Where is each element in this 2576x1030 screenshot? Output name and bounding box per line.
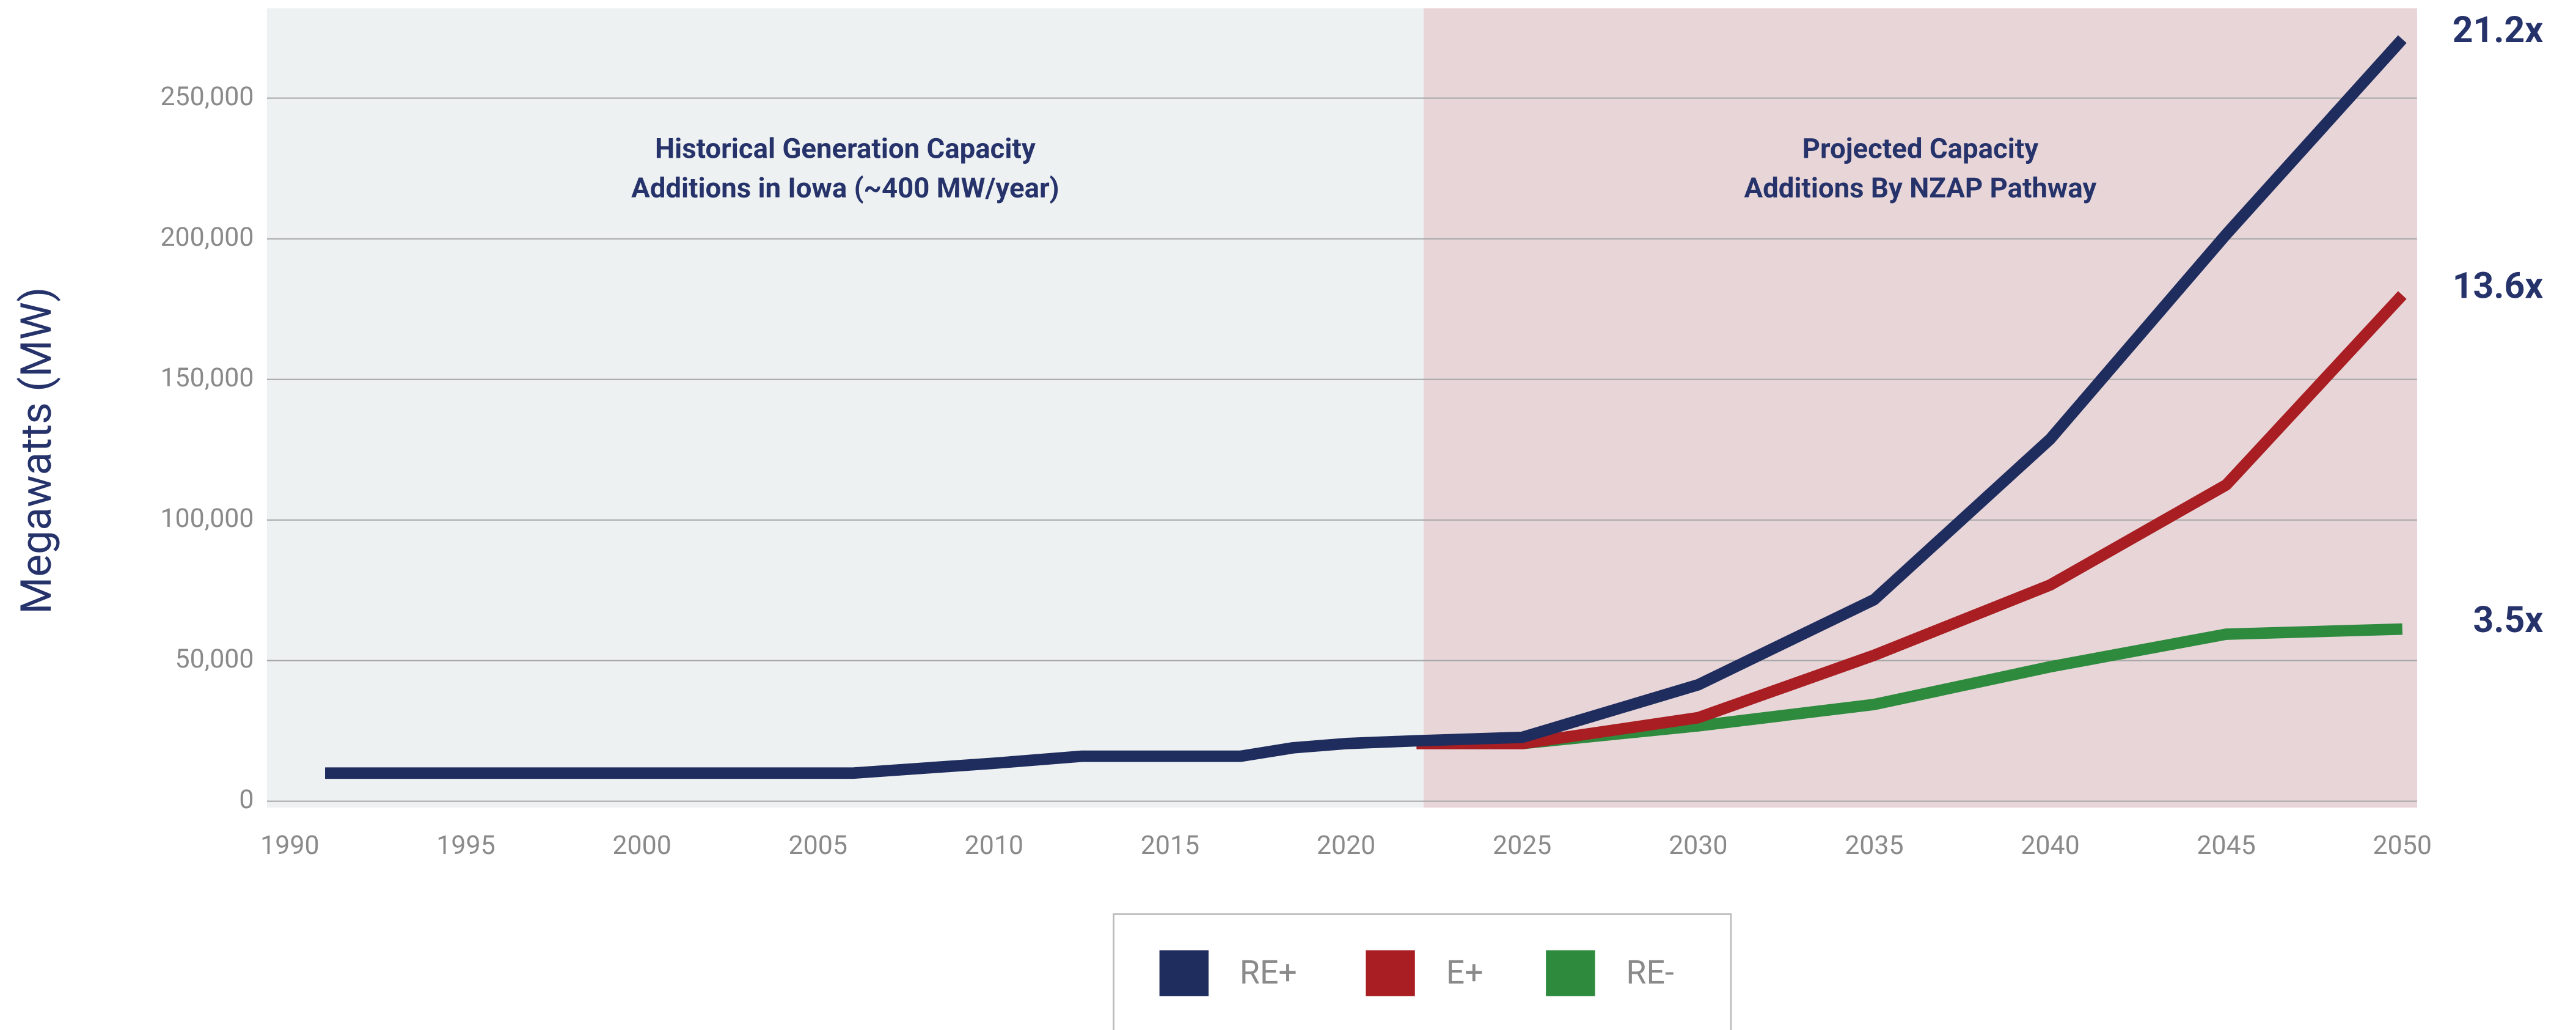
- y-tick-label: 150,000: [160, 362, 254, 393]
- legend-label: E+: [1446, 954, 1484, 992]
- legend-swatch: [1366, 950, 1415, 996]
- x-tick-label: 1990: [260, 830, 319, 861]
- y-axis-label: Megawatts (MW): [12, 287, 62, 614]
- x-tick-label: 2000: [612, 830, 671, 861]
- annotation: Historical Generation Capacity: [655, 133, 1036, 166]
- x-tick-label: 2030: [1669, 830, 1727, 861]
- series-line: [1521, 623, 2403, 749]
- y-tick-label: 100,000: [160, 503, 254, 534]
- y-tick-label: 200,000: [160, 222, 254, 252]
- series-line: [1416, 291, 2407, 749]
- y-tick-label: 50,000: [175, 644, 254, 674]
- legend-label: RE-: [1626, 954, 1674, 992]
- series-line: [325, 35, 2407, 779]
- x-tick-label: 2045: [2197, 830, 2255, 861]
- x-tick-label: 2010: [965, 830, 1023, 861]
- annotation: Additions By NZAP Pathway: [1744, 172, 2096, 205]
- annotation: Projected Capacity: [1802, 133, 2039, 166]
- legend-box: [1113, 913, 1732, 1030]
- x-tick-label: 2020: [1317, 830, 1375, 861]
- x-tick-label: 2005: [789, 830, 847, 861]
- x-tick-label: 2050: [2373, 830, 2432, 861]
- legend-label: RE+: [1240, 954, 1297, 992]
- projected-region: [1423, 8, 2417, 808]
- end-label: 21.2x: [2453, 9, 2544, 51]
- x-tick-label: 2015: [1141, 830, 1199, 861]
- y-tick-label: 250,000: [160, 81, 254, 112]
- x-tick-label: 2025: [1493, 830, 1551, 861]
- end-label: 13.6x: [2453, 265, 2544, 307]
- end-label: 3.5x: [2473, 599, 2544, 641]
- x-tick-label: 1995: [436, 830, 495, 861]
- historical-region: [266, 8, 1424, 808]
- legend-swatch: [1546, 950, 1595, 996]
- legend-swatch: [1159, 950, 1209, 996]
- annotation: Additions in Iowa (~400 MW/year): [631, 172, 1059, 205]
- x-tick-label: 2035: [1845, 830, 1903, 861]
- y-tick-label: 0: [239, 784, 254, 815]
- x-tick-label: 2040: [2021, 830, 2079, 861]
